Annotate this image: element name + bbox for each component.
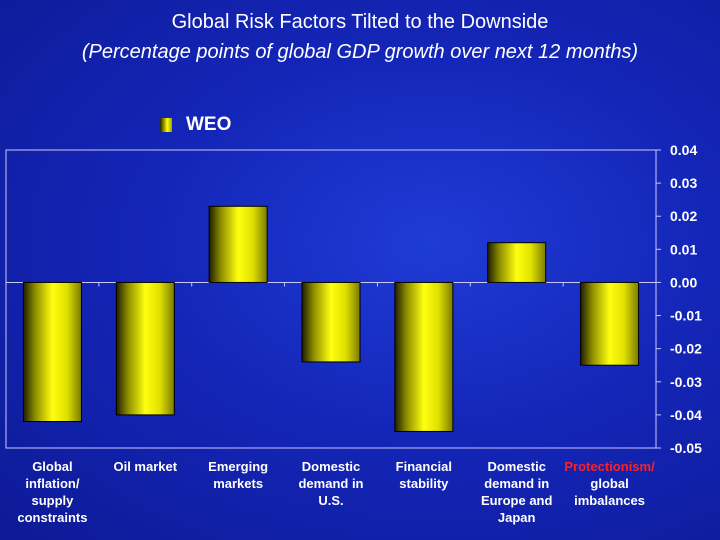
x-tick-label: Domestic demand in U.S. (298, 459, 364, 508)
y-tick-label: 0.02 (670, 208, 697, 224)
legend: WEO (160, 114, 231, 136)
y-tick-label: -0.01 (670, 308, 702, 324)
y-tick-label: -0.02 (670, 341, 702, 357)
chart-title: Global Risk Factors Tilted to the Downsi… (171, 11, 549, 33)
plot-frame (5, 149, 657, 449)
bar (22, 281, 82, 423)
legend-swatch (160, 118, 172, 132)
bar (487, 242, 547, 283)
y-tick-label: 0.04 (670, 142, 697, 158)
y-tick-label: 0.03 (670, 175, 697, 191)
x-tick-label: Global inflation/supply constraints (17, 459, 88, 525)
y-tick-label: 0.00 (670, 274, 697, 290)
x-tick-label: Protectionism/global imbalances (564, 459, 655, 508)
bar (394, 281, 454, 432)
y-tick-label: -0.04 (670, 407, 702, 423)
bar (580, 281, 640, 366)
chart-subtitle: (Percentage points of global GDP growth … (81, 41, 639, 63)
y-tick-label: 0.01 (670, 241, 697, 257)
x-tick-label: Oil market (113, 459, 178, 474)
x-tick-label: Domestic demand in Europe and Japan (480, 459, 553, 525)
bar (115, 281, 175, 416)
x-tick-label: Emerging markets (208, 459, 269, 491)
legend-label-weo: WEO (186, 114, 232, 135)
bar (208, 205, 268, 283)
bar (301, 281, 361, 363)
y-tick-label: -0.05 (670, 440, 702, 456)
x-tick-label: Financial stability (395, 459, 453, 491)
y-tick-label: -0.03 (670, 374, 702, 390)
